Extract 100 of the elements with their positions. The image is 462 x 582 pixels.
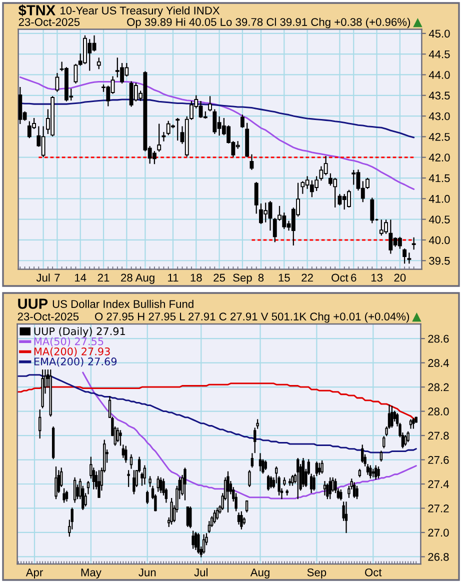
candlestick [98, 470, 100, 498]
y-tick-label: 43.0 [428, 112, 450, 120]
y-tick-label: 27.6 [428, 456, 449, 464]
candlestick [240, 511, 243, 530]
x-tick-label: 25 [214, 274, 226, 282]
x-tick-label: 20 [394, 274, 406, 282]
candlestick [404, 434, 407, 446]
y-tick-label: 43.5 [428, 92, 450, 100]
candlestick [370, 198, 374, 224]
candlestick [73, 477, 76, 503]
candlestick [194, 532, 198, 550]
x-tick-label: Aug [250, 568, 270, 579]
line-series [82, 372, 417, 500]
candlestick [65, 490, 68, 502]
candlestick [390, 406, 394, 428]
candlestick [356, 486, 358, 500]
candlestick [208, 96, 212, 112]
y-tick-label: 42.0 [428, 154, 450, 162]
candlestick [412, 237, 416, 250]
y-tick-label: 28.0 [428, 408, 449, 416]
y-tick-label: 40.5 [428, 216, 450, 224]
x-tick-label: Jul [194, 568, 208, 576]
candlestick [352, 170, 356, 185]
candlestick [226, 471, 230, 512]
candlestick [270, 476, 272, 488]
candlestick [344, 502, 348, 534]
candlestick [216, 508, 219, 520]
candlestick [213, 510, 216, 524]
candlestick [55, 72, 60, 92]
candlestick [369, 465, 372, 478]
x-tick-label: 22 [302, 274, 313, 282]
y-tick-label: 26.8 [428, 552, 449, 561]
x-tick-label: 21 [98, 274, 110, 282]
candlestick [377, 466, 380, 478]
y-tick-label: 45.0 [428, 30, 450, 38]
legend-label: UUP (Daily) 27.91 [34, 327, 125, 338]
candlestick [398, 236, 402, 249]
candlestick [296, 458, 300, 500]
y-tick-label: 27.4 [428, 480, 449, 488]
x-tick-label: Jun [138, 568, 156, 576]
chart-title: $TNX 10-Year US Treasury Yield INDX [18, 4, 220, 17]
x-tick-label: 8 [258, 274, 264, 282]
candlestick [192, 530, 194, 549]
candlestick [240, 114, 244, 128]
y-tick-label: 27.8 [428, 432, 449, 440]
candlestick [266, 474, 270, 491]
candlestick [143, 465, 146, 485]
candlestick [108, 396, 112, 418]
x-tick-label: 6 [351, 274, 356, 282]
candlestick [250, 154, 254, 170]
candlestick [186, 506, 190, 527]
candlestick [250, 453, 254, 468]
candlestick [62, 488, 66, 503]
candlestick [176, 118, 180, 141]
candlestick [130, 454, 133, 469]
candlestick [254, 182, 258, 214]
x-tick-label: 14 [75, 274, 86, 282]
x-tick-label: Oct [332, 274, 348, 282]
candlestick [407, 252, 412, 264]
candlestick [310, 474, 313, 494]
candlestick [189, 506, 192, 528]
candlestick [340, 490, 342, 500]
candlestick [374, 465, 378, 480]
legend-label: EMA(200) 27.69 [34, 357, 117, 367]
candlestick [402, 248, 407, 264]
candlestick [38, 410, 42, 438]
x-tick-label: Aug [135, 274, 154, 284]
candlestick [170, 498, 173, 525]
x-tick-label: 28 [121, 274, 132, 282]
y-tick-label: 28.6 [428, 334, 449, 343]
candlestick [54, 466, 58, 500]
x-tick-label: 7 [54, 274, 60, 282]
candlestick [197, 533, 200, 554]
y-tick-label: 41.0 [428, 194, 450, 203]
y-tick-label: 28.2 [428, 383, 449, 392]
legend-label: MA(50) 27.55 [34, 337, 104, 346]
candlestick [184, 468, 186, 500]
candlestick [157, 124, 162, 152]
y-tick-label: 28.4 [428, 359, 449, 367]
x-tick-label: Sep [307, 568, 326, 579]
candlestick [412, 418, 415, 429]
candlestick [124, 446, 128, 463]
candlestick [320, 460, 324, 474]
y-tick-label: 39.5 [429, 256, 450, 265]
candlestick [156, 476, 160, 492]
y-tick-label: 44.5 [428, 50, 450, 58]
y-tick-label: 27.2 [428, 504, 449, 512]
y-tick-label: 27.0 [428, 528, 449, 537]
candlestick [361, 444, 364, 463]
text: 23-Oct-2025 Op 39.89 Hi 40.05 Lo 39.78 Cl 39.91 Chg +0.38 (+0.96%) [18, 18, 410, 28]
chart-title: UUP US Dollar Index Bullish Fund [18, 298, 194, 309]
candlestick [258, 453, 262, 472]
candlestick [132, 470, 136, 494]
candlestick [323, 481, 326, 496]
candlestick [96, 58, 101, 70]
y-tick-label: 42.5 [428, 132, 450, 141]
candlestick [302, 458, 305, 487]
candlestick [159, 477, 162, 494]
y-tick-label: 44.0 [428, 71, 450, 79]
candlestick [318, 462, 321, 475]
